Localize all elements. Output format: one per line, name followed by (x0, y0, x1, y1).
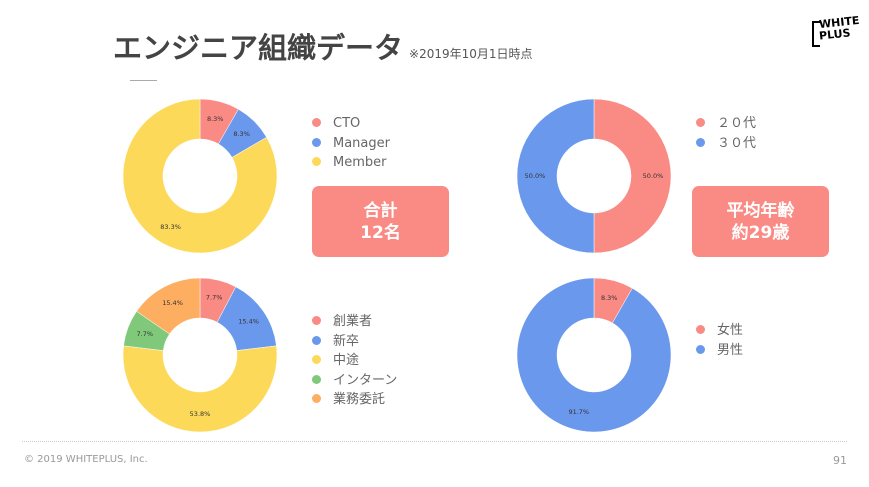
title-divider (130, 80, 157, 81)
legend-dot-icon (312, 335, 321, 345)
slice-label-0-2: 83.3% (160, 223, 181, 231)
legend-dot-icon (312, 137, 321, 147)
slice-label-2-3: 7.7% (137, 330, 154, 338)
legend-item: 業務委託 (312, 392, 385, 408)
slice-label-2-1: 15.4% (238, 318, 259, 326)
legend-dot-icon (312, 157, 321, 166)
legend-dot-icon (696, 345, 705, 354)
average-age-value: 約29歳 (731, 222, 790, 243)
legend-item: 新卒 (312, 334, 359, 350)
donut-slice-3-1 (516, 277, 672, 433)
legend-label: Member (333, 155, 387, 170)
whiteplus-logo: WHITE PLUS (812, 14, 860, 47)
legend-item: 女性 (696, 323, 743, 339)
legend-label: 新卒 (333, 333, 360, 349)
page-number: 91 (833, 454, 847, 467)
legend-dot-icon (696, 118, 705, 127)
legend-item: 中途 (312, 353, 359, 369)
donut-slice-2-4 (136, 277, 201, 335)
total-count-box: 合計 12名 (312, 186, 449, 257)
legend-dot-icon (312, 355, 321, 364)
average-age-box: 平均年齢 約29歳 (692, 186, 829, 257)
slice-label-0-1: 8.3% (233, 130, 250, 138)
legend-label: ２０代 (717, 116, 757, 131)
legend-item: Manager (312, 136, 390, 152)
copyright: © 2019 WHITEPLUS, Inc. (24, 454, 148, 465)
legend-dot-icon (696, 137, 705, 147)
legend-label: 中途 (333, 353, 360, 368)
slice-label-1-0: 50.0% (643, 172, 664, 180)
legend-dot-icon (696, 325, 705, 334)
slice-label-2-0: 7.7% (206, 294, 223, 302)
total-value: 12名 (360, 222, 401, 243)
legend-dot-icon (312, 316, 321, 325)
page-subtitle: ※2019年10月1日時点 (409, 47, 533, 61)
legend-label: Manager (333, 135, 390, 151)
logo-bracket (812, 21, 820, 47)
legend-label: 創業者 (333, 314, 373, 329)
legend-item: ２０代 (696, 116, 756, 132)
legend-label: ３０代 (717, 135, 757, 151)
legend-dot-icon (312, 374, 321, 384)
donut-slice-2-2 (122, 345, 278, 433)
legend-item: 男性 (696, 343, 743, 359)
legend-label: 業務委託 (333, 392, 386, 407)
donut-slice-1-0 (593, 98, 672, 254)
slice-label-3-1: 91.7% (568, 408, 589, 416)
legend-label: 男性 (717, 343, 744, 358)
title-row: エンジニア組織データ ※2019年10月1日時点 (113, 30, 533, 66)
legend-item: CTO (312, 116, 360, 132)
legend-label: インターン (333, 372, 398, 388)
legend-item: インターン (312, 373, 397, 389)
legend-item: 創業者 (312, 314, 372, 330)
legend-item: ３０代 (696, 136, 756, 152)
slice-label-2-2: 53.8% (190, 410, 211, 418)
legend-label: 女性 (717, 323, 744, 338)
slice-label-1-1: 50.0% (525, 172, 546, 180)
legend-item: Member (312, 155, 386, 171)
footer-divider (22, 441, 847, 442)
total-label: 合計 (363, 200, 398, 221)
legend-dot-icon (312, 394, 321, 403)
average-age-label: 平均年齢 (726, 200, 795, 221)
legend-dot-icon (312, 118, 321, 127)
legend-label: CTO (333, 116, 361, 131)
donut-slice-1-1 (516, 98, 595, 254)
slice-label-3-0: 8.3% (601, 294, 618, 302)
slice-label-2-4: 15.4% (162, 299, 183, 307)
page-title: エンジニア組織データ (113, 31, 404, 65)
donut-slice-0-2 (122, 98, 278, 254)
slice-label-0-0: 8.3% (207, 115, 224, 123)
